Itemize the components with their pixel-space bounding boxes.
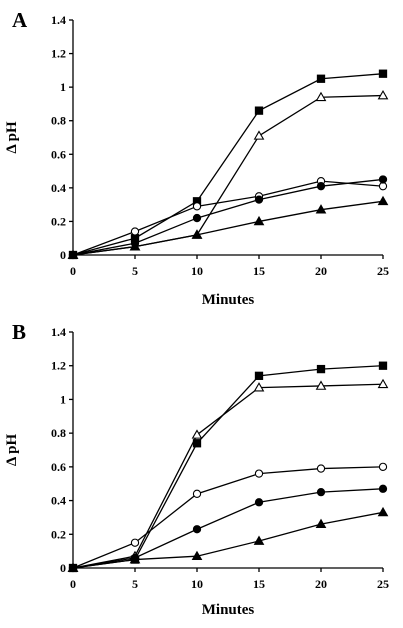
series-filled-circle [68, 484, 388, 573]
panel-label: A [12, 8, 28, 32]
series-line [72, 178, 384, 256]
data-point [315, 204, 327, 214]
data-point [253, 130, 265, 140]
series-filled-triangle [67, 195, 389, 259]
y-tick-label: 1.4 [51, 325, 66, 339]
data-point [316, 74, 326, 83]
x-tick-label: 5 [132, 264, 138, 278]
y-tick-label: 1.2 [51, 359, 66, 373]
data-point [378, 182, 388, 191]
data-point [316, 364, 326, 374]
data-point [254, 498, 264, 507]
data-point [254, 469, 264, 478]
series-line [72, 383, 384, 569]
data-point [129, 554, 141, 564]
series-line [72, 94, 384, 256]
x-axis-label: Minutes [202, 292, 255, 308]
x-tick-label: 15 [253, 577, 265, 591]
data-point [378, 175, 388, 184]
y-tick-label: 0.6 [51, 460, 66, 474]
x-tick-label: 25 [377, 264, 389, 278]
x-tick-label: 10 [191, 577, 203, 591]
data-point [192, 213, 202, 223]
data-point [130, 538, 140, 547]
data-point [377, 90, 389, 100]
data-point [316, 182, 326, 191]
data-point [253, 215, 265, 226]
y-tick-label: 0.2 [51, 214, 66, 228]
series-line [72, 365, 384, 569]
x-tick-label: 0 [70, 264, 76, 278]
y-tick-label: 0.8 [51, 426, 66, 440]
x-tick-label: 0 [70, 577, 76, 591]
data-point [130, 227, 140, 236]
series-line [72, 488, 384, 569]
y-tick-label: 0.4 [51, 181, 66, 195]
data-point [253, 382, 265, 392]
data-point [254, 371, 264, 380]
series-line [72, 466, 384, 569]
y-tick-label: 0.8 [51, 114, 66, 128]
x-tick-label: 10 [191, 264, 203, 278]
data-point [377, 506, 389, 517]
y-tick-label: 0.4 [51, 494, 66, 508]
data-point [378, 69, 388, 78]
y-tick-label: 1.2 [51, 47, 66, 61]
data-point [67, 249, 79, 259]
data-point [316, 487, 326, 497]
panel-label: B [12, 320, 26, 344]
data-point [192, 202, 202, 211]
panel-a: A 0 0.2 0.4 0.6 0.8 1 1.2 1.4 0 5 10 15 20 25 Minutes Δ … [4, 8, 389, 308]
data-point [254, 106, 264, 115]
data-point [378, 361, 388, 370]
series-filled-square [68, 69, 388, 260]
y-tick-label: 1.4 [51, 13, 66, 27]
data-point [315, 518, 327, 529]
data-point [315, 380, 327, 390]
series-open-triangle [67, 378, 389, 572]
series-filled-circle [68, 175, 388, 260]
data-point [67, 562, 79, 572]
series-filled-square [68, 361, 388, 573]
x-tick-label: 15 [253, 264, 265, 278]
series-line [72, 511, 384, 569]
data-point [316, 464, 326, 473]
y-tick-label: 0 [60, 561, 66, 575]
series-open-circle [68, 462, 388, 573]
x-tick-label: 25 [377, 577, 389, 591]
data-point [377, 195, 389, 206]
x-tick-label: 20 [315, 264, 327, 278]
y-axis-label: Δ pH [4, 121, 20, 154]
data-point [315, 91, 327, 102]
x-tick-label: 20 [315, 577, 327, 591]
x-axis-label: Minutes [202, 602, 255, 618]
y-tick-label: 1 [60, 80, 66, 94]
series-line [72, 200, 384, 256]
data-point [129, 241, 141, 251]
y-tick-label: 1 [60, 392, 66, 406]
series-open-triangle [67, 90, 389, 259]
data-point [378, 484, 388, 493]
data-point [192, 489, 202, 498]
data-point [191, 429, 203, 439]
y-axis-label: Δ pH [4, 434, 20, 467]
x-tick-label: 5 [132, 577, 138, 591]
panel-b: B 0 0.2 0.4 0.6 0.8 1 1.2 1.4 0 5 10 15 20 25 Minutes Δ … [4, 320, 389, 618]
data-point [192, 525, 202, 534]
data-point [377, 378, 389, 389]
data-point [191, 550, 203, 561]
data-point [254, 195, 264, 204]
y-tick-label: 0.6 [51, 147, 66, 161]
data-point [191, 229, 203, 239]
series-line [72, 180, 384, 256]
series-line [72, 73, 384, 256]
series-filled-triangle [67, 506, 389, 572]
data-point [378, 462, 388, 472]
data-point [253, 535, 265, 545]
y-tick-label: 0 [60, 248, 66, 262]
y-tick-label: 0.2 [51, 527, 66, 541]
